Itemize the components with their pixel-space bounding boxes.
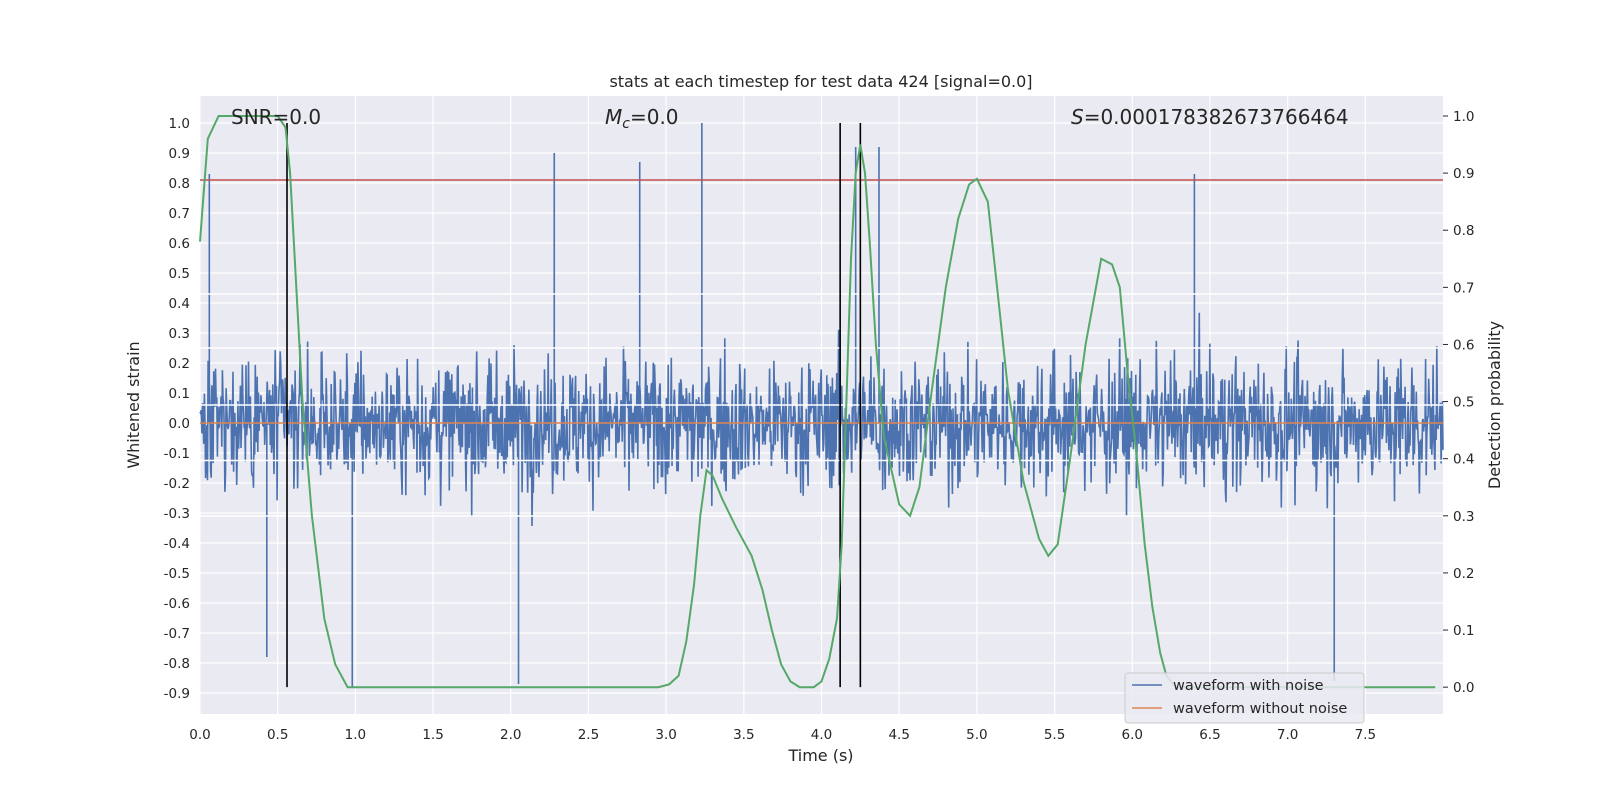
- y-tick-label-left: 0.0: [169, 416, 190, 432]
- x-tick-label: 3.5: [733, 727, 754, 743]
- y-tick-label-right: 0.9: [1453, 166, 1474, 182]
- snr-annotation: SNR=0.0: [231, 105, 321, 129]
- s-symbol: S: [1071, 105, 1084, 129]
- x-tick-label: 1.0: [345, 727, 366, 743]
- mc-annotation: Mc=0.0: [605, 105, 679, 132]
- x-tick-label: 5.5: [1044, 727, 1065, 743]
- y-tick-label-left: 0.9: [169, 146, 190, 162]
- x-tick-label: 3.0: [655, 727, 676, 743]
- y-tick-label-right: 0.8: [1453, 223, 1474, 239]
- legend-box: [1124, 672, 1365, 724]
- y-tick-label-left: -0.5: [164, 566, 190, 582]
- x-tick-label: 4.5: [888, 727, 909, 743]
- y-tick-label-left: 0.2: [169, 356, 190, 372]
- y-tick-label-left: 0.4: [169, 296, 190, 312]
- x-axis-label: Time (s): [787, 746, 853, 765]
- y-tick-label-right: 0.4: [1453, 452, 1474, 468]
- s-value: =0.000178382673766464: [1084, 105, 1349, 129]
- y-tick-label-left: -0.8: [164, 656, 190, 672]
- x-tick-label: 2.5: [578, 727, 599, 743]
- y-tick-label-right: 1.0: [1453, 109, 1474, 125]
- y-tick-label-right: 0.5: [1453, 395, 1474, 411]
- x-tick-label: 1.5: [422, 727, 443, 743]
- probability-series-layer: [199, 115, 1436, 689]
- legend-label-noise: waveform with noise: [1173, 678, 1324, 694]
- y-tick-label-right: 0.1: [1453, 623, 1474, 639]
- x-tick-label: 0.5: [267, 727, 288, 743]
- y-tick-label-left: -0.7: [164, 626, 190, 642]
- y-tick-label-left: -0.6: [164, 596, 190, 612]
- mc-subscript: c: [622, 116, 630, 132]
- y-tick-label-left: -0.1: [164, 446, 190, 462]
- y-tick-label-right: 0.3: [1453, 509, 1474, 525]
- y-tick-label-right: 0.0: [1453, 680, 1474, 696]
- y-tick-label-left: -0.9: [164, 686, 190, 702]
- y-tick-label-right: 0.2: [1453, 566, 1474, 582]
- legend: waveform with noise waveform without noi…: [1124, 672, 1365, 724]
- noise-waveform-line: [199, 312, 1444, 527]
- y-tick-label-left: -0.2: [164, 476, 190, 492]
- y-axis-label-left: Whitened strain: [124, 341, 143, 468]
- noise-series-layer: [199, 123, 1444, 687]
- x-tick-label: 6.5: [1199, 727, 1220, 743]
- x-tick-label: 2.0: [500, 727, 521, 743]
- y-tick-label-left: 0.7: [169, 206, 190, 222]
- y-tick-label-right: 0.7: [1453, 280, 1474, 296]
- y-tick-label-left: 1.0: [169, 116, 190, 132]
- x-tick-label: 5.0: [966, 727, 987, 743]
- x-tick-label: 7.5: [1355, 727, 1376, 743]
- y-tick-label-left: 0.6: [169, 236, 190, 252]
- mc-symbol: M: [605, 105, 622, 129]
- y-tick-label-left: 0.8: [169, 176, 190, 192]
- y-tick-label-left: 0.5: [169, 266, 190, 282]
- mc-value: =0.0: [630, 105, 679, 129]
- x-tick-label: 7.0: [1277, 727, 1298, 743]
- chart-title: stats at each timestep for test data 424…: [609, 72, 1032, 91]
- x-tick-label: 0.0: [189, 727, 210, 743]
- legend-label-clean: waveform without noise: [1173, 701, 1347, 717]
- x-tick-label: 4.0: [811, 727, 832, 743]
- x-tick-label: 6.0: [1122, 727, 1143, 743]
- y-tick-label-left: 0.1: [169, 386, 190, 402]
- y-tick-label-left: 0.3: [169, 326, 190, 342]
- axes: 0.0 0.5 1.0 1.5 2.0 2.5 3.0 3.5 4.0 4.5 5.0 5.5 6.0 6…: [164, 109, 1475, 743]
- s-annotation: S=0.000178382673766464: [1071, 105, 1349, 129]
- overlay-lines-layer: [200, 123, 1443, 688]
- y-tick-label-right: 0.6: [1453, 337, 1474, 353]
- y-axis-label-right: Detection probability: [1485, 321, 1504, 489]
- y-tick-label-left: -0.3: [164, 506, 190, 522]
- detection-probability-line: [199, 115, 1436, 689]
- y-tick-label-left: -0.4: [164, 536, 190, 552]
